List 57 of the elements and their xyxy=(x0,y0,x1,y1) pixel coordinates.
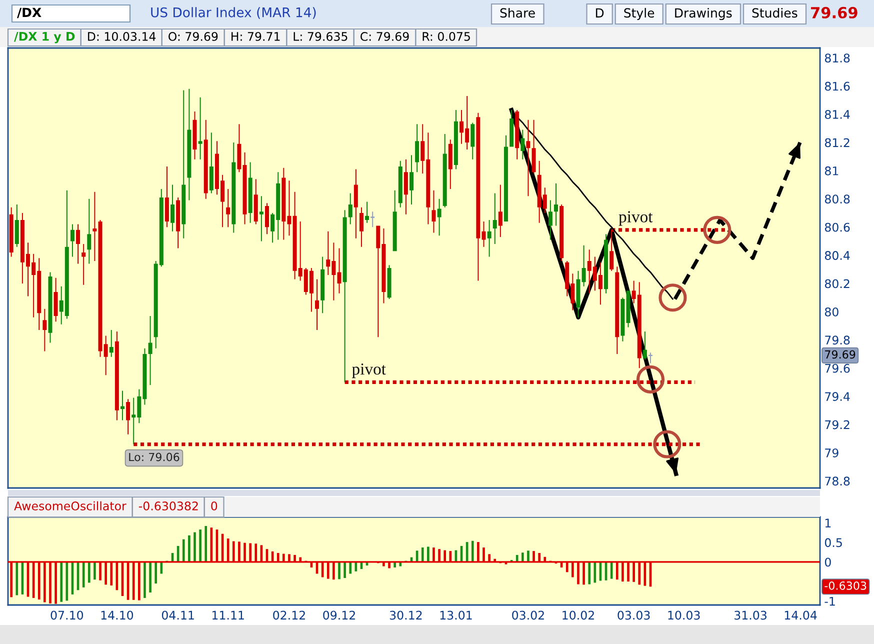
y-tick-label: 79.4 xyxy=(825,392,850,401)
y-tick-label: 81.8 xyxy=(824,54,850,63)
y-tick-label: 0 xyxy=(824,558,831,567)
text: D: 10.03.14 xyxy=(88,32,156,41)
text: Share xyxy=(500,8,535,18)
text: O: 79.69 xyxy=(168,32,218,41)
text: /DX xyxy=(17,8,42,18)
y-tick-label: 81.2 xyxy=(824,138,850,148)
y-tick-label: 81 xyxy=(824,166,838,176)
x-tick-label: 07.10 xyxy=(50,610,84,620)
text: R: 0.075 xyxy=(422,32,470,41)
text: D xyxy=(596,8,604,18)
annotation: 79.69 xyxy=(825,350,856,359)
x-tick-label: 14.10 xyxy=(101,610,134,620)
y-tick-label: 1 xyxy=(825,518,831,528)
y-tick-label: 79 xyxy=(825,448,838,458)
chart-subtitle: /DX 1 y D xyxy=(14,32,75,44)
x-tick-label: 13.01 xyxy=(440,610,472,620)
x-tick-label: 11.11 xyxy=(212,610,244,620)
text: Drawings xyxy=(675,8,732,20)
x-tick-label: 14.04 xyxy=(784,610,817,620)
y-tick-label: 0.5 xyxy=(824,538,842,548)
text: 79.69 xyxy=(811,6,858,18)
y-tick-label: 80.8 xyxy=(824,194,850,204)
y-tick-label: 80.2 xyxy=(824,279,850,288)
x-tick-label: 30.12 xyxy=(390,610,422,620)
y-tick-label: 80.4 xyxy=(824,251,850,260)
y-tick-label: 81.6 xyxy=(824,82,850,91)
annotation: pivot xyxy=(618,211,653,226)
x-tick-label: 03.02 xyxy=(512,610,544,620)
text: H: 79.71 xyxy=(232,32,280,41)
text: 0 xyxy=(211,501,218,510)
y-tick-label: 79.2 xyxy=(825,420,850,430)
x-tick-label: 03.03 xyxy=(618,610,650,620)
y-tick-label: 78.8 xyxy=(825,476,850,486)
annotation: pivot xyxy=(352,363,386,378)
y-tick-label: 79.8 xyxy=(825,336,850,345)
chart-title: US Dollar Index (MAR 14) xyxy=(151,7,316,19)
text: L: 79.635 xyxy=(294,32,348,41)
y-tick-label: 80.6 xyxy=(824,222,850,232)
text: C: 79.69 xyxy=(360,32,409,41)
y-tick-label: 79.6 xyxy=(825,364,850,373)
x-tick-label: 31.03 xyxy=(734,610,766,620)
x-tick-label: 09.12 xyxy=(323,610,355,620)
text: -0.6303 xyxy=(824,581,866,590)
y-tick-label: 81.4 xyxy=(824,110,850,119)
annotation: Lo: 79.06 xyxy=(129,452,180,462)
x-tick-label: 10.02 xyxy=(562,610,594,620)
x-tick-label: 02.12 xyxy=(273,610,305,620)
text: -0.630382 xyxy=(138,501,198,510)
x-tick-label: 04.11 xyxy=(162,610,194,620)
x-tick-label: 10.03 xyxy=(668,610,700,620)
y-tick-label: 80 xyxy=(824,307,838,316)
chart-title: AwesomeOscillator xyxy=(14,501,126,510)
text: Studies xyxy=(752,8,798,18)
y-tick-label: -1 xyxy=(824,596,835,606)
text: Style xyxy=(624,8,654,20)
